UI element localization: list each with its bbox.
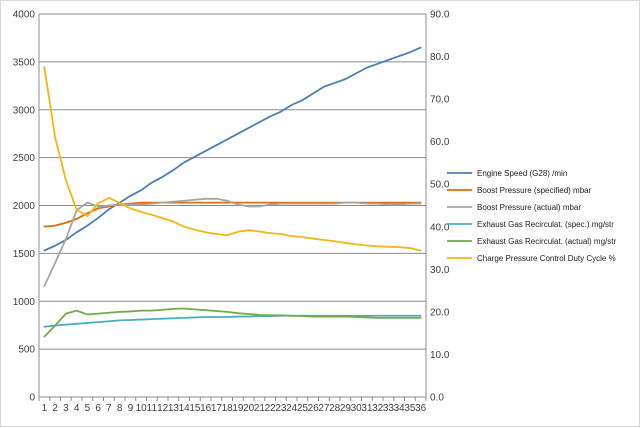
x-tick-label: 26 <box>308 403 320 414</box>
x-tick-label: 31 <box>361 403 373 414</box>
y-right-tick-label: 80.0 <box>430 52 450 63</box>
x-tick-label: 11 <box>147 403 158 414</box>
x-tick-label: 35 <box>404 403 416 414</box>
x-tick-label: 8 <box>117 403 123 414</box>
x-tick-label: 9 <box>128 403 134 414</box>
x-tick-label: 28 <box>329 403 341 414</box>
x-tick-label: 23 <box>275 403 287 414</box>
x-tick-label: 13 <box>168 403 180 414</box>
y-left-tick-label: 1500 <box>13 249 36 260</box>
x-tick-label: 27 <box>318 403 330 414</box>
x-tick-label: 22 <box>265 403 277 414</box>
legend-entry: Exhaust Gas Recirculat. (spec.) mg/str <box>477 220 614 229</box>
x-tick-label: 2 <box>52 403 58 414</box>
x-tick-label: 29 <box>340 403 352 414</box>
x-tick-label: 36 <box>415 403 427 414</box>
x-tick-label: 33 <box>383 403 395 414</box>
y-right-tick-label: 20.0 <box>430 307 450 318</box>
y-left-tick-label: 4000 <box>13 10 36 21</box>
x-tick-label: 18 <box>222 403 234 414</box>
x-tick-label: 3 <box>63 403 69 414</box>
x-tick-label: 20 <box>243 403 255 414</box>
x-tick-label: 4 <box>74 403 80 414</box>
y-left-tick-label: 500 <box>18 345 35 356</box>
x-tick-label: 5 <box>85 403 91 414</box>
x-tick-label: 24 <box>286 403 298 414</box>
x-tick-label: 7 <box>106 403 112 414</box>
series-line-3 <box>43 197 422 287</box>
y-left-tick-label: 0 <box>29 393 35 404</box>
y-left-tick-label: 3000 <box>13 105 36 116</box>
legend-entry: Charge Pressure Control Duty Cycle % <box>477 254 616 263</box>
legend-entry: Boost Pressure (specified) mbar <box>477 186 592 195</box>
series-line-5 <box>43 307 422 338</box>
y-right-tick-label: 60.0 <box>430 137 450 148</box>
y-right-tick-label: 10.0 <box>430 350 450 361</box>
legend-entry: Boost Pressure (actual) mbar <box>477 203 581 212</box>
x-tick-label: 19 <box>232 403 244 414</box>
y-right-tick-label: 50.0 <box>430 180 450 191</box>
y-right-tick-label: 0.0 <box>430 393 444 404</box>
legend-entry: Exhaust Gas Recirculat. (actual) mg/str <box>477 237 616 246</box>
x-tick-label: 10 <box>136 403 148 414</box>
y-left-tick-label: 3500 <box>13 57 36 68</box>
x-tick-label: 15 <box>189 403 201 414</box>
series-line-4 <box>43 314 422 328</box>
y-right-tick-label: 70.0 <box>430 95 450 106</box>
x-tick-label: 30 <box>351 403 363 414</box>
series-line-1 <box>43 46 422 252</box>
y-right-tick-label: 40.0 <box>430 222 450 233</box>
x-tick-label: 6 <box>95 403 101 414</box>
x-tick-label: 21 <box>254 403 266 414</box>
x-tick-label: 14 <box>179 403 191 414</box>
x-tick-label: 1 <box>42 403 48 414</box>
y-right-tick-label: 30.0 <box>430 265 450 276</box>
y-right-tick-label: 90.0 <box>430 10 450 21</box>
y-left-tick-label: 2000 <box>13 201 36 212</box>
x-tick-label: 16 <box>200 403 212 414</box>
x-tick-label: 34 <box>394 403 406 414</box>
x-tick-label: 12 <box>157 403 169 414</box>
series-line-6 <box>43 66 422 252</box>
legend-entry: Engine Speed (G28) /min <box>477 169 567 178</box>
x-tick-label: 25 <box>297 403 309 414</box>
x-tick-label: 17 <box>211 403 223 414</box>
x-tick-label: 32 <box>372 403 384 414</box>
y-left-tick-label: 2500 <box>13 153 36 164</box>
y-left-tick-label: 1000 <box>13 297 36 308</box>
